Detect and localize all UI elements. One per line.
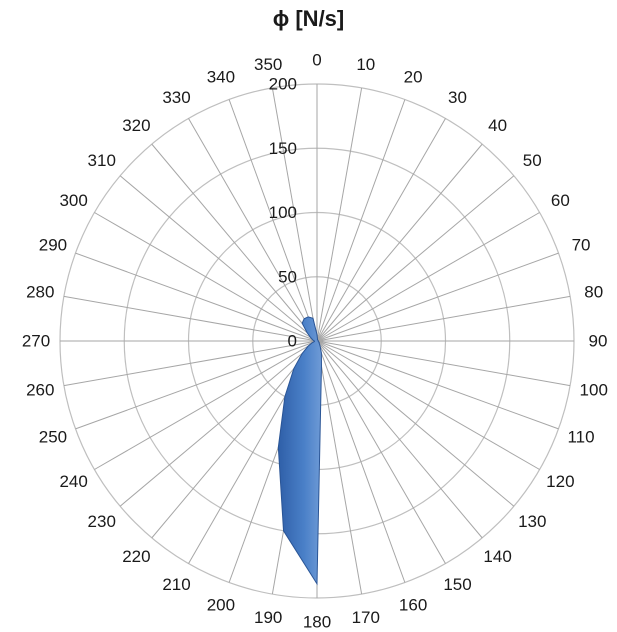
grid-spoke xyxy=(94,212,318,342)
grid-spoke xyxy=(119,175,318,342)
angle-tick-label: 330 xyxy=(162,88,190,107)
grid-spoke xyxy=(316,340,483,539)
angle-tick-label: 30 xyxy=(448,88,467,107)
grid-spoke xyxy=(316,175,515,342)
grid-spokes xyxy=(60,84,574,598)
radial-tick-label: 100 xyxy=(269,203,297,222)
angle-tick-label: 130 xyxy=(518,512,546,531)
angle-labels: 0 10 20 30 40 50 60 70 80 90 100 110 120 130 140 150 160… xyxy=(22,51,608,632)
angle-tick-label: 160 xyxy=(399,596,427,615)
grid-spoke xyxy=(316,143,483,342)
angle-tick-label: 300 xyxy=(59,191,87,210)
grid-spoke xyxy=(316,340,540,470)
grid-spoke xyxy=(63,295,318,342)
series-area xyxy=(277,316,322,586)
radial-tick-label: 50 xyxy=(278,267,297,286)
angle-tick-label: 190 xyxy=(254,608,282,627)
angle-tick-label: 150 xyxy=(443,575,471,594)
series-layer xyxy=(277,316,322,586)
angle-tick-label: 290 xyxy=(39,235,67,254)
angle-tick-label: 270 xyxy=(22,332,50,351)
grid-spoke xyxy=(228,99,318,342)
angle-tick-label: 170 xyxy=(352,608,380,627)
angle-tick-label: 230 xyxy=(88,512,116,531)
grid-spoke xyxy=(316,340,515,507)
angle-tick-label: 120 xyxy=(546,472,574,491)
radial-tick-label: 150 xyxy=(269,139,297,158)
angle-tick-label: 70 xyxy=(572,235,591,254)
grid-spoke xyxy=(151,340,318,539)
angle-tick-label: 110 xyxy=(567,428,594,447)
radial-tick-label: 200 xyxy=(269,75,297,94)
angle-tick-label: 260 xyxy=(26,380,54,399)
angle-tick-label: 180 xyxy=(303,613,331,632)
chart-title: ϕ [N/s] xyxy=(272,6,345,31)
angle-tick-label: 40 xyxy=(488,116,507,135)
angle-tick-label: 60 xyxy=(551,191,570,210)
angle-tick-label: 310 xyxy=(88,151,116,170)
grid-spoke xyxy=(316,340,406,583)
grid-spoke xyxy=(63,340,318,387)
angle-tick-label: 350 xyxy=(254,55,282,74)
angle-tick-label: 10 xyxy=(356,55,375,74)
grid-spoke xyxy=(316,340,363,595)
grid-spoke xyxy=(316,212,540,342)
angle-tick-label: 210 xyxy=(162,575,190,594)
grid-spoke xyxy=(316,99,406,342)
grid-spoke xyxy=(271,87,318,342)
angle-tick-label: 140 xyxy=(483,547,511,566)
angle-tick-label: 280 xyxy=(26,283,54,302)
angle-tick-label: 340 xyxy=(207,67,235,86)
angle-tick-label: 320 xyxy=(122,116,150,135)
angle-tick-label: 50 xyxy=(523,151,542,170)
radial-tick-label: 0 xyxy=(288,332,297,351)
grid-spoke xyxy=(75,252,318,342)
angle-tick-label: 250 xyxy=(39,428,67,447)
angle-tick-label: 20 xyxy=(404,67,423,86)
grid-spoke xyxy=(188,118,318,342)
angle-tick-label: 90 xyxy=(589,332,608,351)
angle-tick-label: 220 xyxy=(122,547,150,566)
radial-labels: 0 50 100 150 200 xyxy=(269,75,297,351)
grid-spoke xyxy=(316,252,559,342)
grid-spoke xyxy=(316,340,559,430)
angle-tick-label: 100 xyxy=(580,380,608,399)
grid-spoke xyxy=(316,87,363,342)
angle-tick-label: 240 xyxy=(59,472,87,491)
grid-spoke xyxy=(94,340,318,470)
angle-tick-label: 0 xyxy=(312,51,321,70)
grid-spoke xyxy=(75,340,318,430)
grid-spoke xyxy=(316,295,571,342)
grid-spoke xyxy=(316,340,446,564)
angle-tick-label: 200 xyxy=(207,596,235,615)
grid-spoke xyxy=(316,118,446,342)
grid-spoke xyxy=(151,143,318,342)
angle-tick-label: 80 xyxy=(584,283,603,302)
grid-spoke xyxy=(119,340,318,507)
grid-spoke xyxy=(316,340,571,387)
